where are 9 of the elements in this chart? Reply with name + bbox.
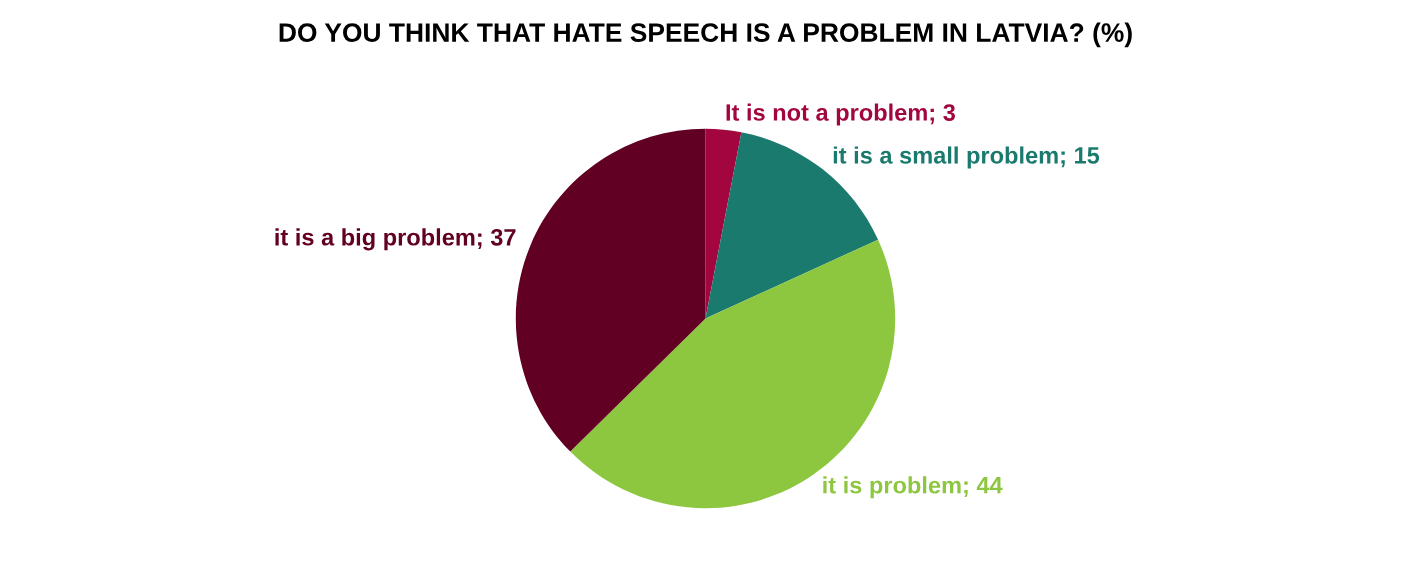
data-label: ; 44 xyxy=(964,477,1003,498)
data-label: ; 3 xyxy=(930,104,955,125)
slice-label: it is problem xyxy=(823,476,961,499)
slice-label: it is a small problem xyxy=(833,146,1058,169)
slice-label: it is a big problem xyxy=(275,228,475,251)
chart-title: DO YOU THINK THAT HATE SPEECH IS A PROBLEM IN LATVIA? (%) xyxy=(279,22,1132,48)
data-label: ; 15 xyxy=(1061,147,1100,168)
data-label: ; 37 xyxy=(478,228,516,250)
slice-label: It is not a problem xyxy=(726,103,927,126)
